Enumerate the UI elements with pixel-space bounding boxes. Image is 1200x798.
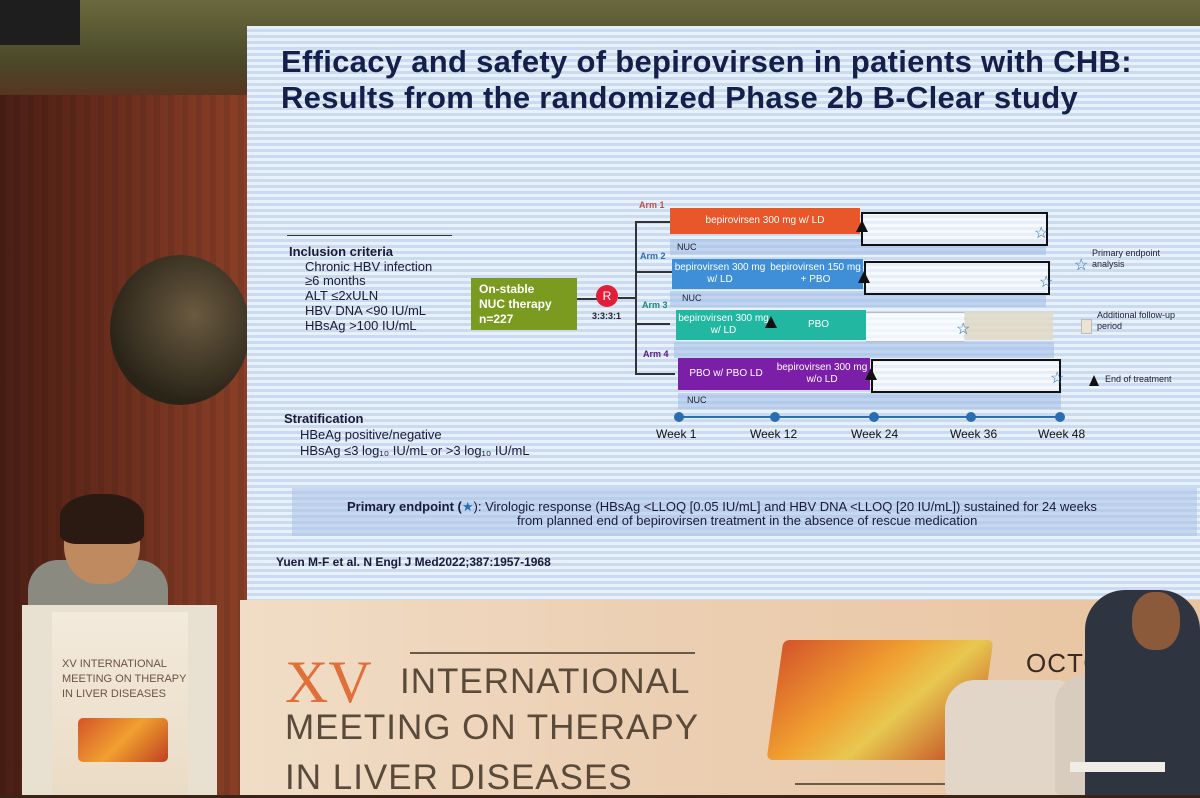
week-label: Week 36 bbox=[950, 427, 998, 441]
primary-endpoint-line1: Primary endpoint (★): Virologic response… bbox=[347, 499, 1097, 515]
primary-endpoint-star-icon: ☆ bbox=[1039, 274, 1054, 291]
branch-line bbox=[635, 221, 637, 374]
primary-endpoint-star-icon: ☆ bbox=[1034, 225, 1049, 242]
divider bbox=[287, 235, 452, 236]
arm-label: Arm 1 bbox=[639, 200, 665, 210]
inclusion-item: ≥6 months bbox=[305, 273, 366, 288]
week-label: Week 24 bbox=[851, 427, 899, 441]
nuc-label: NUC bbox=[682, 293, 702, 303]
nuc-box-line: On-stable bbox=[479, 282, 535, 296]
stratification-item: HBeAg positive/negative bbox=[300, 427, 442, 442]
timeline-dot bbox=[869, 412, 879, 422]
branch-line bbox=[635, 323, 670, 325]
primary-endpoint-text: ): Virologic response (HBsAg <LLOQ [0.05… bbox=[473, 499, 1097, 514]
primary-endpoint-box bbox=[292, 488, 1197, 536]
legend-additional-followup: Additional follow-up period bbox=[1097, 310, 1176, 331]
legend-end-of-treatment-icon bbox=[1089, 375, 1099, 386]
branch-line bbox=[635, 221, 670, 223]
arm3-bar-bepirovirsen: bepirovirsen 300 mg w/ LD bbox=[676, 310, 771, 340]
arm-label: Arm 2 bbox=[640, 251, 666, 261]
stratification-heading: Stratification bbox=[284, 411, 364, 426]
inclusion-item: ALT ≤2xULN bbox=[305, 288, 379, 303]
legend-primary-endpoint: Primary endpoint analysis bbox=[1092, 248, 1161, 269]
inclusion-heading: Inclusion criteria bbox=[289, 244, 394, 259]
legend-followup-swatch bbox=[1081, 319, 1092, 334]
end-of-treatment-icon bbox=[858, 271, 870, 283]
week-label: Week 12 bbox=[750, 427, 798, 441]
primary-endpoint-star-icon: ☆ bbox=[956, 321, 971, 338]
nuc-band bbox=[670, 291, 1046, 307]
arm4-bar-pbo: PBO w/ PBO LD bbox=[678, 358, 774, 390]
arm3-additional-followup bbox=[965, 312, 1053, 340]
legend-end-of-treatment: End of treatment bbox=[1105, 374, 1172, 384]
primary-endpoint-label: Primary endpoint ( bbox=[347, 499, 462, 514]
arm-label: Arm 4 bbox=[643, 349, 669, 359]
nuc-band bbox=[678, 393, 1061, 409]
citation: Yuen M-F et al. N Engl J Med2022;387:195… bbox=[276, 555, 551, 569]
nuc-box-line: n=227 bbox=[479, 312, 514, 326]
arm1-bar-bepirovirsen: bepirovirsen 300 mg w/ LD bbox=[670, 208, 860, 234]
end-of-treatment-icon bbox=[865, 368, 877, 380]
wall-lamp bbox=[110, 255, 250, 405]
banner-line1: INTERNATIONAL bbox=[400, 662, 691, 701]
arm3-bar-pbo: PBO bbox=[771, 310, 866, 340]
branch-line bbox=[635, 373, 675, 375]
connector-line bbox=[577, 298, 597, 300]
banner-line3: IN LIVER DISEASES bbox=[285, 758, 633, 797]
arm2-bar-bepirovirsen-150: bepirovirsen 150 mg + PBO bbox=[768, 259, 863, 289]
timeline-dot bbox=[966, 412, 976, 422]
nuc-box-line: NUC therapy bbox=[479, 297, 552, 311]
primary-endpoint-line2: from planned end of bepirovirsen treatme… bbox=[517, 513, 978, 528]
speaker-hair bbox=[60, 494, 144, 544]
nuc-band bbox=[674, 342, 1054, 358]
inclusion-item: HBsAg >100 IU/mL bbox=[305, 318, 417, 333]
stratification-item: HBsAg ≤3 log₁₀ IU/mL or >3 log₁₀ IU/mL bbox=[300, 443, 530, 458]
branch-line bbox=[635, 271, 675, 273]
end-of-treatment-icon bbox=[765, 316, 777, 328]
projection-screen: Efficacy and safety of bepirovirsen in p… bbox=[247, 26, 1200, 606]
connector-line bbox=[618, 297, 636, 299]
arm2-followup bbox=[864, 261, 1050, 295]
arm2-bar-bepirovirsen-300: bepirovirsen 300 mg w/ LD bbox=[672, 259, 768, 289]
slide-title-line2: Results from the randomized Phase 2b B-C… bbox=[281, 80, 1079, 115]
week-label: Week 48 bbox=[1038, 427, 1086, 441]
podium-artwork bbox=[78, 718, 168, 762]
podium-line1: XV INTERNATIONAL bbox=[62, 658, 167, 670]
primary-endpoint-star-icon: ★ bbox=[461, 499, 474, 514]
timeline-dot bbox=[1055, 412, 1065, 422]
podium-line2: MEETING ON THERAPY bbox=[62, 673, 187, 685]
banner-line2: MEETING ON THERAPY bbox=[285, 708, 700, 747]
nuc-therapy-box: On-stable NUC therapy n=227 bbox=[471, 278, 577, 330]
arm3-followup bbox=[866, 312, 964, 342]
podium-line3: IN LIVER DISEASES bbox=[62, 688, 166, 700]
randomization-circle: R bbox=[596, 285, 618, 307]
primary-endpoint-star-icon: ☆ bbox=[1050, 370, 1065, 387]
projector bbox=[0, 0, 80, 45]
nuc-label: NUC bbox=[687, 395, 707, 405]
side-table bbox=[1070, 762, 1165, 772]
banner-numeral: XV bbox=[285, 649, 372, 715]
timeline-dot bbox=[770, 412, 780, 422]
inclusion-item: HBV DNA <90 IU/mL bbox=[305, 303, 427, 318]
nuc-label: NUC bbox=[677, 242, 697, 252]
timeline-dot bbox=[674, 412, 684, 422]
banner-rule bbox=[410, 652, 695, 654]
randomization-ratio: 3:3:3:1 bbox=[592, 311, 622, 321]
end-of-treatment-icon bbox=[856, 220, 868, 232]
legend-star-icon: ☆ bbox=[1074, 257, 1089, 274]
arm-label: Arm 3 bbox=[642, 300, 668, 310]
arm1-followup bbox=[861, 212, 1048, 246]
arm4-bar-bepirovirsen: bepirovirsen 300 mg w/o LD bbox=[774, 358, 870, 390]
slide-title-line1: Efficacy and safety of bepirovirsen in p… bbox=[281, 44, 1132, 79]
seated-man-head bbox=[1132, 592, 1180, 650]
inclusion-item: Chronic HBV infection bbox=[305, 259, 433, 274]
week-label: Week 1 bbox=[656, 427, 697, 441]
arm4-followup bbox=[871, 359, 1061, 393]
podium-front: XV INTERNATIONAL MEETING ON THERAPY IN L… bbox=[52, 612, 188, 795]
